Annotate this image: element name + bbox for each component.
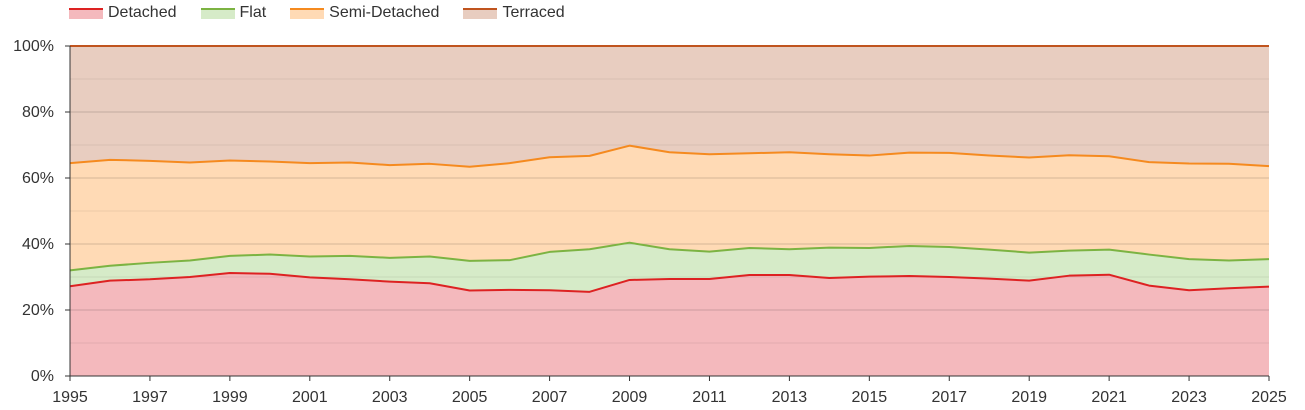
legend-swatch-flat [200,7,235,19]
x-tick-label: 2017 [931,389,967,406]
line-semi-detached[interactable] [69,144,1270,168]
x-tick-label: 2015 [852,389,888,406]
y-tick-label: 100% [13,38,54,55]
x-tick-label: 2007 [532,389,568,406]
legend-swatch-terraced [463,7,498,19]
y-tick-label: 80% [22,104,54,121]
y-tick-label: 20% [22,302,54,319]
legend-item-detached[interactable]: Detached [69,4,177,22]
legend-item-flat[interactable]: Flat [200,4,267,22]
legend-label-flat: Flat [239,4,267,21]
series-areas [70,46,1269,376]
x-tick-label: 2001 [292,389,328,406]
y-tick-label: 40% [22,236,54,253]
x-tick-label: 2005 [452,389,488,406]
area-semi-detached [70,145,1269,271]
series-lines [69,45,1270,293]
area-terraced [70,46,1269,167]
x-tick-label: 2011 [692,389,727,406]
x-tick-label: 2009 [612,389,648,406]
x-tick-label: 2013 [772,389,808,406]
area-detached [70,273,1269,376]
legend-item-semi-detached[interactable]: Semi-Detached [290,4,439,22]
legend-label-detached: Detached [108,4,177,21]
y-tick-label: 60% [22,170,54,187]
line-flat[interactable] [69,241,1270,272]
x-tick-label: 1995 [52,389,88,406]
x-tick-label: 2021 [1091,389,1127,406]
y-tick-label: 0% [31,368,54,385]
axes: 0% 20% 40% 60% 80% 100% 1995 1997 1999 2001 2003 20… [13,38,1287,406]
x-tick-label: 1997 [132,389,168,406]
x-tick-label: 2023 [1171,389,1207,406]
legend: Detached Flat Semi-Detached Terraced [69,4,589,22]
legend-label-terraced: Terraced [502,4,565,21]
legend-item-terraced[interactable]: Terraced [463,4,565,22]
x-tick-label: 1999 [212,389,248,406]
legend-swatch-semi-detached [290,7,325,19]
line-detached[interactable] [69,272,1270,293]
x-tick-label: 2025 [1251,389,1287,406]
x-tick-label: 2019 [1011,389,1047,406]
x-tick-label: 2003 [372,389,408,406]
legend-swatch-detached [69,7,103,19]
legend-label-semi-detached: Semi-Detached [329,4,440,21]
